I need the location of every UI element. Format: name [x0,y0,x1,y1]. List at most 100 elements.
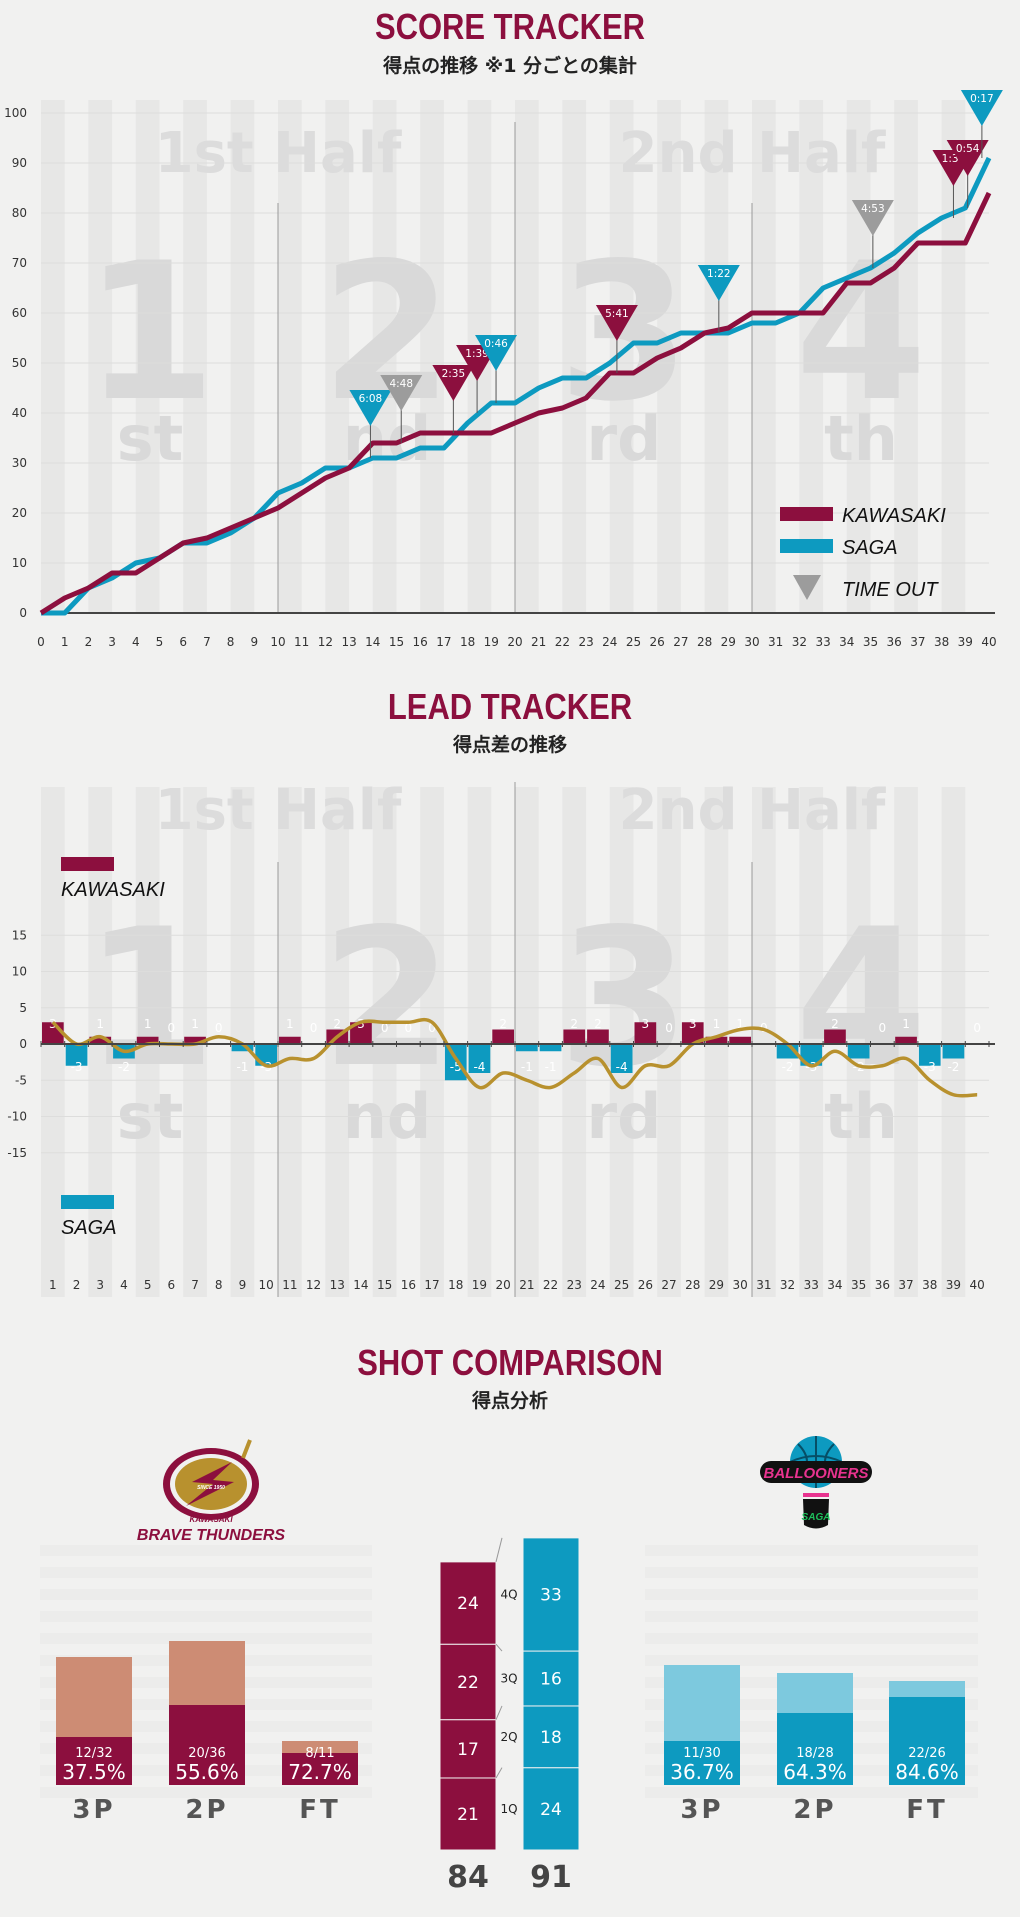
lead-bar [65,1044,88,1066]
score-x-tick: 37 [910,635,925,649]
lead-x-tick: 35 [851,1278,866,1292]
lead-x-tick: 34 [827,1278,842,1292]
lead-stripe [467,787,492,1297]
score-tracker-subtitle: 得点の推移 ※1 分ごとの集計 [383,55,637,77]
score-lines [39,156,992,616]
timeout-label: 2:35 [442,368,466,380]
lead-bar [587,1029,609,1044]
shot-stripe [40,1567,372,1578]
lead-x-tick: 18 [448,1278,463,1292]
kawasaki-quarter-value: 24 [457,1594,479,1614]
shot-percentage: 72.7% [288,1760,352,1784]
saga-quarter-value: 33 [540,1585,562,1605]
score-line-kawasaki [39,191,992,616]
shot-category: 3P [680,1795,723,1825]
timeout-label: 0:54 [956,143,980,155]
saga-total: 91 [530,1860,572,1895]
lead-y-tick: -5 [15,1073,27,1087]
lead-bar-label: 0 [973,1021,981,1035]
score-x-tick: 8 [227,635,235,649]
kawasaki-quarter-value: 17 [457,1740,479,1760]
timeout-label: 6:08 [359,393,383,405]
timeout-marker [960,90,1003,126]
shot-stripe [645,1611,978,1622]
kawasaki-total: 84 [447,1860,489,1895]
lead-stripe [515,787,539,1297]
timeout-marker [595,305,638,341]
lead-y-tick: 10 [12,965,27,979]
shot-stripe [40,1633,372,1644]
score-x-tick: 11 [294,635,309,649]
lead-bar [468,1044,491,1073]
score-x-tick: 17 [436,635,451,649]
score-x-tick: 0 [37,635,45,649]
kawasaki-logo-since: SINCE 1950 [197,1485,225,1491]
score-half-label-1: 1st Half [155,121,402,186]
score-y-tick: 90 [12,156,27,170]
lead-x-tick: 15 [377,1278,392,1292]
score-y-tick: 40 [12,406,27,420]
score-stripe [515,100,539,613]
saga-quarter-bar [522,1705,580,1769]
quarter-connector [495,1705,503,1720]
score-stripe [609,100,634,613]
lead-bar-label: 2 [831,1017,839,1031]
quarter-connector [495,1643,503,1652]
lead-bar [350,1022,372,1044]
lead-bar-label: -3 [71,1060,83,1074]
score-tracker-title: SCORE TRACKER [374,6,646,47]
lead-bar-label: 1 [144,1017,152,1031]
shot-stripe [40,1589,372,1600]
score-stripe [752,100,776,613]
lead-bar-label: -2 [782,1060,794,1074]
score-stripe [562,100,587,613]
timeout-marker [851,200,894,236]
score-stripe [420,100,444,613]
score-x-tick: 23 [578,635,593,649]
lead-bar-label: -4 [473,1060,485,1074]
timeout-marker [697,265,740,301]
shot-percentage: 84.6% [895,1760,959,1784]
lead-bar [824,1029,846,1044]
kawasaki-logo-line2: BRAVE THUNDERS [137,1527,285,1544]
saga-quarter-value: 16 [540,1670,562,1690]
score-y-tick: 10 [12,556,27,570]
score-background [41,100,966,613]
lead-x-tick: 39 [946,1278,961,1292]
score-stripe [372,100,397,613]
score-y-tick: 30 [12,456,27,470]
lead-bar-label: 2 [333,1017,341,1031]
shot-made-bar [889,1697,965,1785]
shot-percentage: 64.3% [783,1760,847,1784]
saga-logo-line1: BALLOONERS [764,1465,869,1482]
lead-quarter-number: 4 [795,888,927,1109]
score-x-tick: 30 [744,635,759,649]
score-x-tick: 14 [365,635,380,649]
lead-y-tick: 0 [19,1037,27,1051]
score-x-tick: 1 [61,635,69,649]
shot-comparison-title: SHOT COMPARISON [357,1342,663,1383]
lead-bar-label: 1 [96,1017,104,1031]
timeout-label: 5:41 [605,308,629,320]
lead-stripe [372,787,397,1297]
saga-quarter-value: 24 [540,1800,562,1820]
shot-stripe [645,1545,978,1556]
lead-bar [895,1036,917,1044]
lead-bar-label: 3 [642,1017,650,1031]
lead-bar [634,1022,657,1044]
score-stripe [799,100,824,613]
score-legend: KAWASAKI SAGA TIME OUT [780,505,946,601]
saga-quarter-bar [522,1767,580,1851]
score-line-saga [41,156,992,616]
lead-bar [681,1022,704,1044]
lead-x-tick: 40 [970,1278,985,1292]
score-x-tick: 16 [413,635,428,649]
timeout-label: 4:53 [861,203,885,215]
lead-stripe [657,787,681,1297]
lead-x-tick: 22 [543,1278,558,1292]
score-x-tick: 24 [602,635,617,649]
kawasaki-logo-line1: KAWASAKI [189,1515,233,1524]
